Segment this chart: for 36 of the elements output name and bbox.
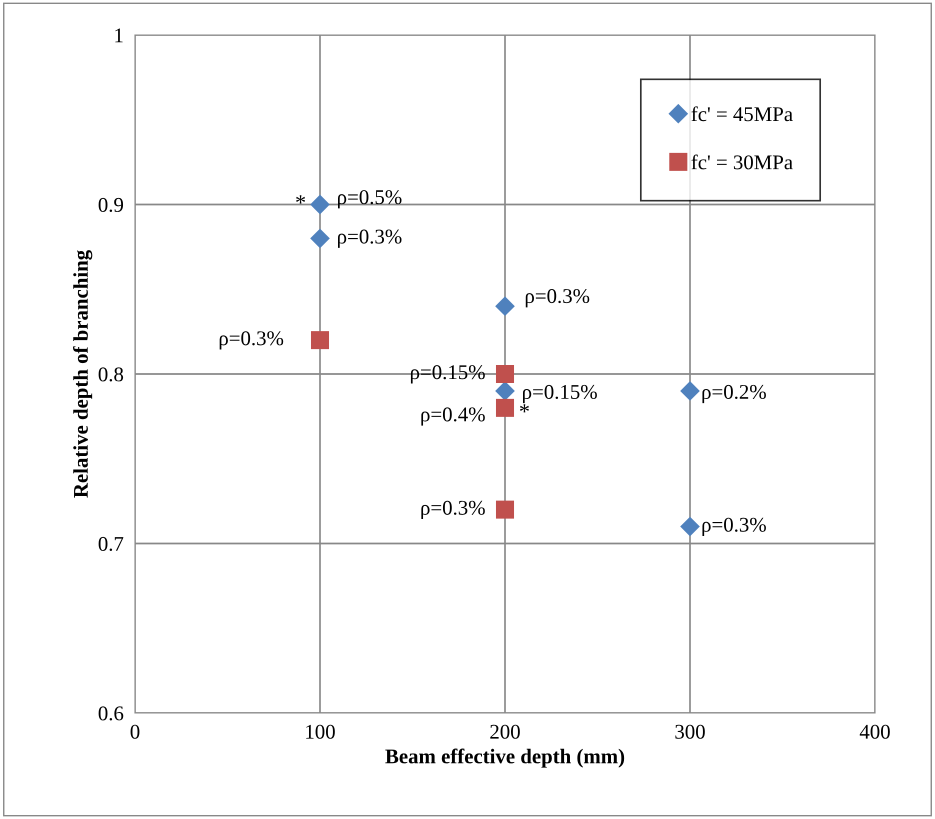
annotation: ρ=0.2% [702, 384, 766, 404]
annotation: ρ=0.4% [421, 407, 485, 426]
x-tick-label: 400 [860, 724, 890, 739]
annotation: ρ=0.5% [338, 190, 402, 208]
y-tick-label: 0.6 [98, 706, 124, 721]
annotation: ρ=0.3% [526, 289, 590, 308]
legend-label: fc' = 30MPa [691, 154, 793, 170]
point [310, 194, 330, 214]
point [496, 364, 514, 384]
annotation: ρ=0.3% [338, 230, 402, 248]
point [310, 228, 330, 248]
annotation: ρ=0.3% [702, 518, 766, 536]
point [310, 331, 330, 350]
y-axis-title: Relative depth of branching [73, 250, 92, 498]
point [680, 381, 700, 400]
y-tick-label: 1 [115, 28, 123, 42]
x-tick-label: 100 [306, 724, 335, 739]
annotation: ρ=0.15% [523, 384, 597, 404]
y-tick-label: 0.8 [98, 367, 124, 382]
point [495, 296, 515, 316]
annotation: * [520, 404, 529, 412]
x-tick-label: 0 [130, 724, 140, 739]
x-tick-label: 200 [490, 724, 520, 739]
x-axis-title: Beam effective depth (mm) [385, 748, 624, 768]
annotation: ρ=0.15% [410, 365, 485, 384]
point [496, 500, 514, 519]
point [495, 381, 515, 400]
y-tick-label: 0.9 [98, 198, 124, 212]
y-tick-label: 0.7 [98, 536, 124, 552]
annotation: ρ=0.3% [421, 500, 485, 520]
x-tick-label: 300 [675, 724, 705, 739]
point [680, 517, 700, 536]
annotation: * [296, 195, 306, 204]
point [496, 398, 514, 417]
legend-label: fc' = 45MPa [691, 106, 793, 122]
annotation: ρ=0.3% [220, 331, 284, 350]
